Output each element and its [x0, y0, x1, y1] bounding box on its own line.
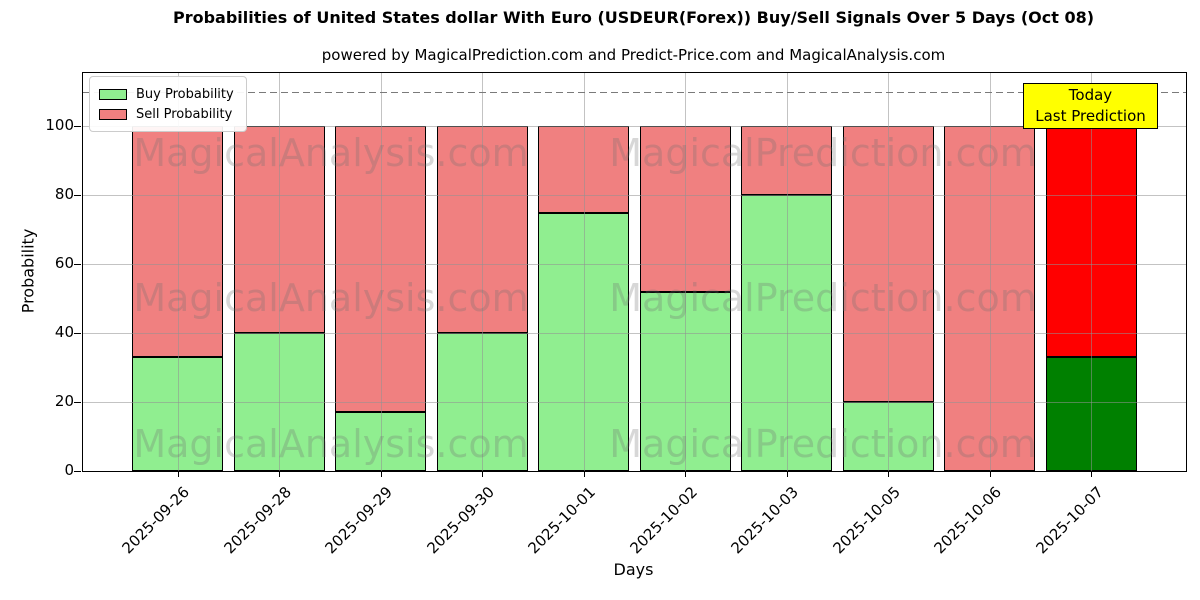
y-tick-label: 80 [54, 185, 74, 204]
x-tick-mark [482, 471, 483, 477]
watermark-text: MagicalPrediction.com [609, 422, 1037, 466]
x-tick-mark [989, 471, 991, 477]
horizontal-gridline [83, 264, 1186, 266]
y-tick-label: 100 [45, 116, 74, 135]
x-axis-label: Days [613, 560, 654, 579]
watermark-text: MagicalAnalysis.com [133, 131, 529, 175]
watermark-text: MagicalAnalysis.com [133, 276, 529, 320]
y-tick-mark [74, 471, 81, 472]
vertical-gridline [989, 73, 991, 471]
vertical-gridline [1091, 73, 1092, 471]
watermark-text: MagicalPrediction.com [609, 276, 1037, 320]
y-tick-mark [74, 333, 81, 335]
buy-swatch-icon [99, 88, 127, 100]
x-tick-label: 2025-10-05 [829, 483, 904, 558]
y-tick-label: 60 [54, 254, 74, 273]
y-tick-mark [74, 402, 81, 404]
today-annotation: Today Last Prediction [1023, 83, 1158, 129]
vertical-gridline [888, 73, 889, 471]
vertical-gridline [685, 73, 686, 471]
watermark-text: MagicalAnalysis.com [133, 422, 529, 466]
vertical-gridline [177, 73, 179, 471]
plot-area: Buy Probability Sell Probability Today L… [74, 72, 1187, 477]
x-tick-labels: 2025-09-26 2025-09-28 2025-09-29 2025-09-30… [82, 479, 1185, 569]
vertical-gridline [583, 73, 585, 471]
legend-label-buy: Buy Probability [136, 86, 234, 102]
x-tick-mark [685, 471, 686, 477]
watermark-text: MagicalPrediction.com [609, 131, 1037, 175]
horizontal-gridline [83, 126, 1186, 128]
legend: Buy Probability Sell Probability [89, 76, 247, 132]
legend-entry-sell: Sell Probability [99, 104, 234, 124]
y-tick-label: 40 [54, 323, 74, 342]
y-tick-mark [74, 126, 81, 128]
y-tick-label: 0 [64, 461, 74, 479]
dashed-reference-line [83, 91, 1186, 94]
annotation-line1: Today [1068, 86, 1113, 104]
x-tick-mark [786, 471, 788, 477]
horizontal-gridline [83, 402, 1186, 404]
vertical-gridline [786, 73, 788, 471]
annotation-line2: Last Prediction [1035, 107, 1146, 125]
y-tick-label: 20 [54, 392, 74, 411]
x-tick-label: 2025-10-06 [930, 483, 1006, 558]
x-tick-mark [380, 471, 382, 477]
vertical-gridline [482, 73, 483, 471]
x-tick-label: 2025-10-07 [1032, 483, 1107, 558]
vertical-gridline [380, 73, 382, 471]
x-tick-label: 2025-09-26 [118, 483, 194, 558]
x-tick-mark [888, 471, 889, 477]
x-tick-mark [279, 471, 280, 477]
x-tick-mark [177, 471, 179, 477]
legend-entry-buy: Buy Probability [99, 84, 234, 104]
chart-title: Probabilities of United States dollar Wi… [172, 8, 1095, 27]
y-tick-labels: 0 20 40 60 80 100 [0, 72, 74, 479]
chart-subtitle: powered by MagicalPrediction.com and Pre… [321, 46, 946, 64]
x-tick-label: 2025-10-01 [524, 483, 600, 558]
vertical-gridline [279, 73, 280, 471]
y-tick-mark [74, 195, 81, 197]
x-tick-mark [1091, 471, 1092, 477]
x-tick-label: 2025-09-30 [423, 483, 498, 558]
legend-label-sell: Sell Probability [136, 106, 233, 122]
y-tick-mark [74, 264, 81, 266]
x-tick-label: 2025-09-28 [220, 483, 295, 558]
x-tick-label: 2025-09-29 [321, 483, 397, 558]
sell-swatch-icon [99, 108, 127, 120]
x-tick-label: 2025-10-02 [626, 483, 701, 558]
horizontal-gridline [83, 195, 1186, 197]
horizontal-gridline [83, 333, 1186, 335]
x-tick-label: 2025-10-03 [727, 483, 803, 558]
x-tick-mark [583, 471, 585, 477]
